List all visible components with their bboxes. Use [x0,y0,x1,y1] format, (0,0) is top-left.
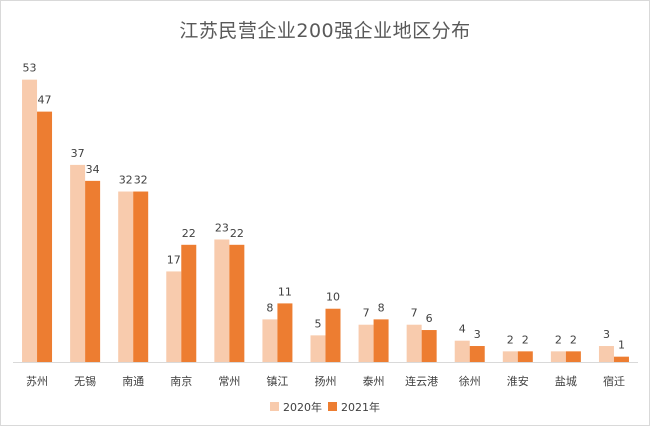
category-label-9: 徐州 [459,374,481,388]
data-label-2020-11: 2 [555,333,562,346]
category-label-1: 无锡 [74,374,96,388]
category-label-4: 常州 [218,375,240,388]
data-label-2020-6: 5 [315,317,322,330]
category-label-0: 苏州 [26,375,48,388]
legend-label-2021: 2021年 [341,400,380,414]
data-label-2021-10: 2 [522,333,529,346]
data-label-2020-0: 53 [23,62,37,75]
bar-2021-3 [181,244,197,362]
bar-2021-10 [517,351,533,362]
bar-2021-4 [229,244,245,362]
bar-2020-1 [70,164,86,362]
bar-2020-10 [502,351,518,362]
bar-2021-11 [565,351,581,362]
data-label-2020-9: 4 [459,323,466,336]
chart-title: 江苏民营企业200强企业地区分布 [179,20,471,42]
data-label-2021-12: 1 [618,339,625,352]
category-label-6: 扬州 [315,374,337,388]
bar-2020-2 [118,191,134,362]
bar-2020-5 [262,319,278,362]
bar-2020-8 [406,324,422,362]
category-label-11: 盐城 [555,375,577,388]
data-label-2020-4: 23 [215,221,229,234]
legend-swatch-2020 [270,402,279,411]
bar-2021-7 [373,319,389,362]
data-label-2021-1: 34 [86,163,100,176]
category-label-10: 淮安 [507,374,529,388]
bar-2021-12 [613,356,629,362]
bar-2020-0 [22,79,38,363]
category-label-8: 连云港 [405,375,438,388]
data-label-2021-3: 22 [182,227,196,240]
category-label-5: 镇江 [266,374,288,388]
bar-2020-6 [310,335,326,362]
bar-2021-1 [85,180,101,362]
category-label-3: 南京 [170,374,192,388]
bar-2020-3 [166,271,182,362]
bar-2020-12 [598,346,614,362]
data-label-2021-4: 22 [230,227,244,240]
bar-2020-11 [550,351,566,362]
data-label-2021-5: 11 [278,285,292,298]
bar-2021-9 [469,346,485,362]
bar-2021-5 [277,303,293,362]
bar-2021-2 [133,191,149,362]
data-label-2021-7: 8 [378,301,385,314]
data-label-2021-2: 32 [134,174,148,187]
legend-label-2020: 2020年 [283,400,322,414]
bar-2021-6 [325,308,341,362]
bar-2020-7 [358,324,374,362]
category-label-12: 宿迁 [603,374,625,388]
data-label-2021-6: 10 [326,291,340,304]
data-label-2020-3: 17 [167,253,181,266]
data-label-2020-7: 7 [363,307,370,320]
data-label-2021-8: 6 [426,312,433,325]
legend-swatch-2021 [328,402,337,411]
bar-2021-0 [37,111,53,362]
data-label-2021-9: 3 [474,328,481,341]
data-label-2020-5: 8 [266,301,273,314]
data-label-2020-1: 37 [71,147,85,160]
bar-2020-4 [214,239,230,362]
bar-2020-9 [454,340,470,362]
data-label-2021-11: 2 [570,333,577,346]
data-label-2020-8: 7 [411,307,418,320]
data-label-2020-2: 32 [119,174,133,187]
bar-2021-8 [421,330,437,362]
category-label-7: 泰州 [363,374,385,388]
data-label-2020-12: 3 [603,328,610,341]
category-label-2: 南通 [122,375,144,388]
data-label-2021-0: 47 [38,94,52,107]
data-label-2020-10: 2 [507,333,514,346]
